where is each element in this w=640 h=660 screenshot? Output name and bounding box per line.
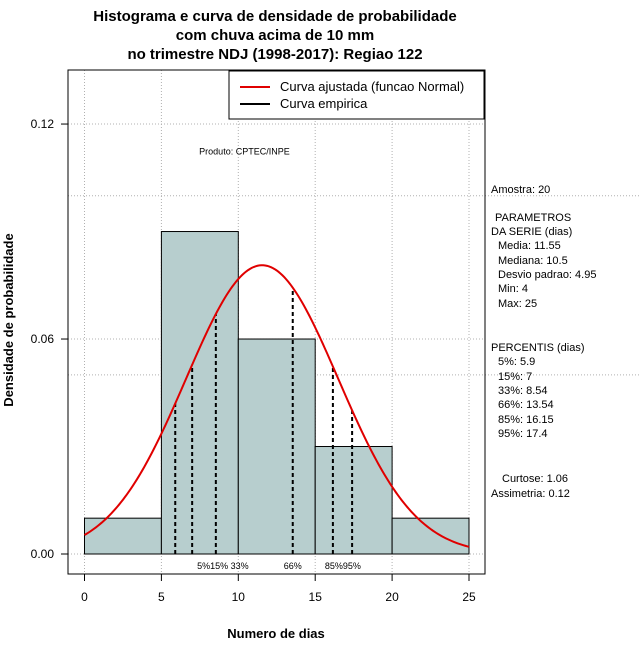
title-line-2: com chuva acima de 10 mm	[176, 27, 374, 44]
stats-skewness: Assimetria: 0.12	[491, 488, 570, 500]
stats-sample: Amostra: 20	[491, 184, 550, 196]
x-tick-label-4: 20	[385, 590, 399, 604]
stats-params-heading: PARAMETROS	[495, 212, 571, 224]
chart-title: Histograma e curva de densidade de proba…	[93, 8, 456, 63]
stats-max: Max: 25	[498, 298, 537, 310]
stats-p33: 33%: 8.54	[498, 385, 548, 397]
percentile-label-2: 85%95%	[325, 561, 361, 571]
stats-kurtosis: Curtose: 1.06	[502, 473, 568, 485]
stats-percentiles-heading: PERCENTIS (dias)	[491, 342, 585, 354]
legend-label-empirical: Curva empirica	[280, 96, 368, 111]
percentile-label-1: 66%	[284, 561, 302, 571]
x-tick-label-3: 15	[309, 590, 323, 604]
product-annotation: Produto: CPTEC/INPE	[199, 146, 290, 156]
x-tick-label-0: 0	[81, 590, 88, 604]
title-line-3: no trimestre NDJ (1998-2017): Regiao 122	[127, 46, 422, 63]
y-axis-title: Densidade de probabilidade	[1, 233, 16, 406]
stats-p95: 95%: 17.4	[498, 428, 548, 440]
y-tick-label-2: 0.12	[31, 117, 55, 131]
stats-p85: 85%: 16.15	[498, 414, 554, 426]
stats-p15: 15%: 7	[498, 371, 532, 383]
histogram-bar-4	[391, 517, 470, 555]
legend-box	[228, 70, 485, 120]
legend: Curva ajustada (funcao Normal) Curva emp…	[228, 70, 485, 120]
stats-mean: Media: 11.55	[498, 240, 561, 252]
plot-frame	[67, 69, 486, 575]
stats-p5: 5%: 5.9	[498, 356, 535, 368]
stats-sd: Desvio padrao: 4.95	[498, 269, 596, 281]
stats-p66: 66%: 13.54	[498, 399, 554, 411]
histogram-bar-2	[237, 338, 316, 555]
normal-curve-layer: Produto: CPTEC/INPE	[83, 146, 470, 548]
stats-panel: Amostra: 20 PARAMETROS DA SERIE (dias) M…	[491, 184, 596, 500]
stats-min: Min: 4	[498, 283, 528, 295]
stats-params-subheading: DA SERIE (dias)	[491, 226, 572, 238]
percentile-lines: 5%15% 33% 66% 85%95%	[174, 287, 361, 571]
stats-median: Mediana: 10.5	[498, 255, 568, 267]
legend-label-normal: Curva ajustada (funcao Normal)	[280, 79, 464, 94]
normal-curve	[83, 264, 470, 548]
x-tick-label-5: 25	[462, 590, 476, 604]
histogram-bars	[84, 231, 470, 555]
title-line-1: Histograma e curva de densidade de proba…	[93, 8, 456, 25]
y-tick-label-1: 0.06	[31, 332, 55, 346]
histogram-bar-0	[84, 517, 162, 555]
histogram-bar-1	[160, 231, 239, 555]
y-tick-label-0: 0.00	[31, 547, 55, 561]
histogram-bar-3	[314, 446, 393, 555]
x-axis-title: Numero de dias	[227, 626, 325, 641]
x-tick-label-2: 10	[232, 590, 246, 604]
percentile-label-0: 5%15% 33%	[197, 561, 249, 571]
x-tick-label-1: 5	[158, 590, 165, 604]
